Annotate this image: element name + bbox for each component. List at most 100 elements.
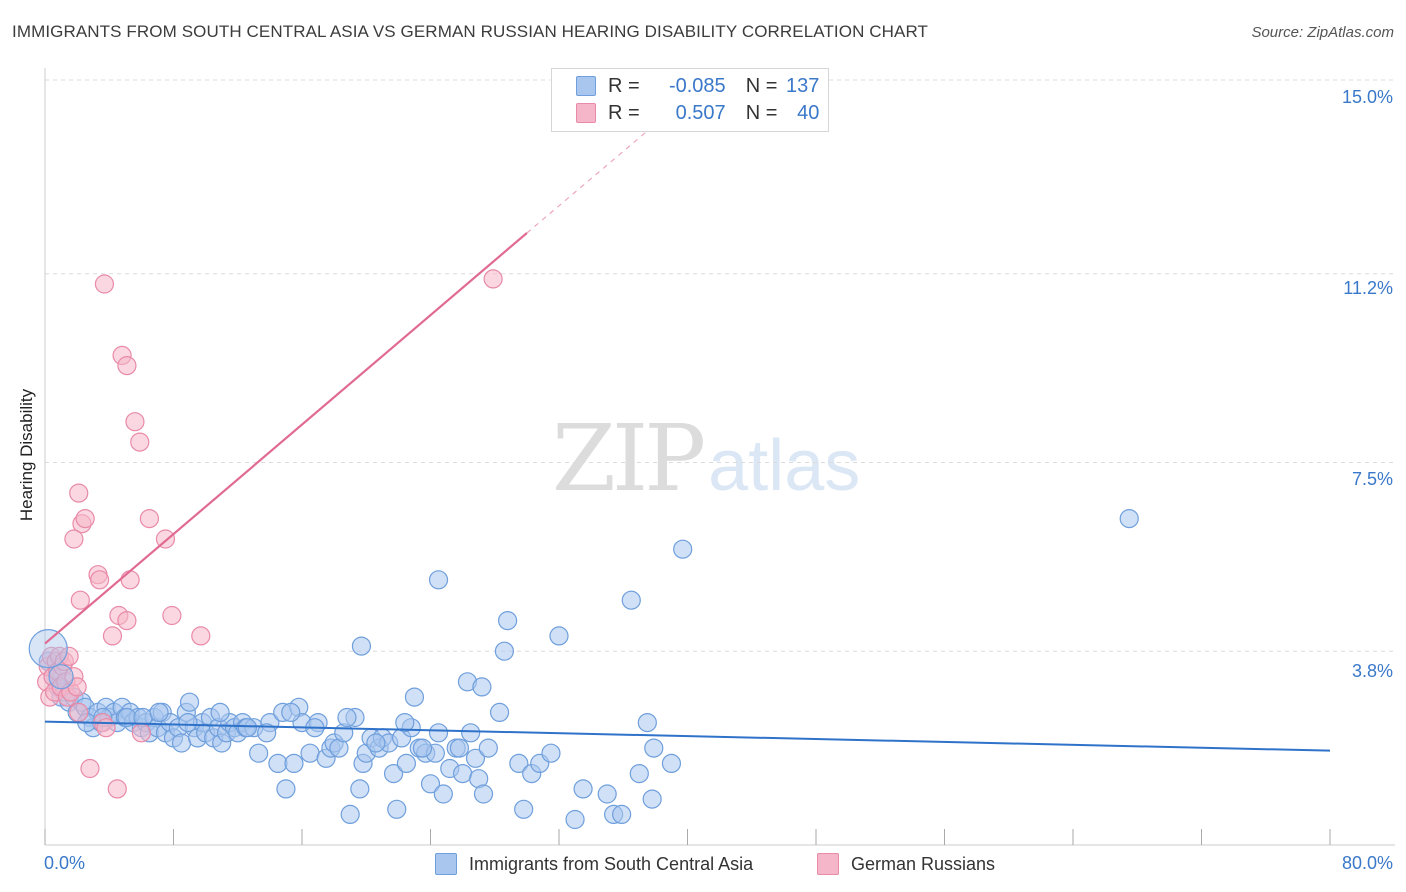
- data-point-german-russians: [483, 269, 503, 289]
- data-point-german-russians: [94, 274, 115, 294]
- data-point-south-central-asia: [28, 629, 68, 669]
- data-point-south-central-asia: [300, 743, 320, 763]
- trend-line-south-central-asia: [44, 720, 1331, 752]
- data-point-south-central-asia: [268, 753, 288, 774]
- data-point-south-central-asia: [473, 784, 494, 804]
- legend-r-value: -0.085: [668, 74, 726, 97]
- data-point-german-russians: [117, 356, 137, 376]
- data-point-german-russians: [117, 610, 137, 631]
- data-point-german-russians: [120, 570, 140, 590]
- data-point-south-central-asia: [629, 763, 649, 784]
- correlation-legend: R = -0.085 N = 137 R = 0.507 N = 40: [551, 68, 829, 132]
- legend-n-value: 40: [797, 101, 820, 124]
- bottom-legend-label: German Russians: [851, 853, 996, 874]
- legend-row-south-central-asia: R = -0.085 N = 137: [552, 73, 819, 99]
- data-point-german-russians: [191, 626, 211, 646]
- data-point-german-russians: [69, 702, 89, 723]
- data-point-german-russians: [162, 605, 182, 626]
- data-point-south-central-asia: [249, 743, 269, 763]
- data-point-south-central-asia: [404, 687, 425, 707]
- data-point-south-central-asia: [396, 753, 417, 774]
- legend-swatch-blue: [576, 76, 596, 96]
- legend-row-german-russians: R = 0.507 N = 40: [552, 100, 819, 126]
- data-point-south-central-asia: [257, 723, 277, 743]
- data-point-south-central-asia: [337, 707, 357, 728]
- data-point-south-central-asia: [573, 779, 593, 799]
- chart-title: IMMIGRANTS FROM SOUTH CENTRAL ASIA VS GE…: [12, 22, 929, 41]
- data-point-south-central-asia: [179, 692, 200, 712]
- source-credit: Source: ZipAtlas.com: [1251, 24, 1394, 41]
- data-point-south-central-asia: [433, 784, 453, 804]
- data-point-south-central-asia: [171, 733, 192, 753]
- data-point-south-central-asia: [621, 590, 641, 610]
- legend-r-label: R =: [608, 101, 640, 124]
- y-tick-label-7-5: 7.5%: [1351, 469, 1393, 489]
- x-tick-label-min: 0.0%: [44, 853, 86, 873]
- data-point-south-central-asia: [494, 641, 514, 661]
- data-point-south-central-asia: [541, 743, 561, 763]
- data-point-south-central-asia: [366, 733, 386, 753]
- data-point-south-central-asia: [472, 677, 492, 697]
- data-point-south-central-asia: [644, 738, 664, 758]
- data-point-south-central-asia: [465, 748, 486, 768]
- data-point-german-russians: [102, 626, 123, 646]
- data-point-south-central-asia: [276, 779, 296, 799]
- data-point-south-central-asia: [383, 763, 404, 784]
- data-point-south-central-asia: [642, 789, 662, 809]
- legend-r-value: 0.507: [675, 101, 726, 124]
- data-point-south-central-asia: [449, 738, 470, 758]
- data-point-south-central-asia: [178, 712, 198, 733]
- data-point-german-russians: [75, 508, 95, 529]
- bottom-legend-swatch-pink: [817, 853, 839, 875]
- data-point-german-russians: [69, 483, 89, 503]
- data-point-german-russians: [59, 646, 79, 666]
- data-point-south-central-asia: [661, 753, 682, 774]
- y-tick-label-3-8: 3.8%: [1351, 661, 1393, 681]
- legend-swatch-pink: [576, 103, 596, 123]
- data-point-german-russians: [64, 529, 84, 549]
- data-point-south-central-asia: [412, 738, 433, 758]
- data-point-german-russians: [131, 723, 151, 743]
- data-point-south-central-asia: [1119, 508, 1139, 529]
- data-point-south-central-asia: [612, 804, 632, 825]
- data-point-south-central-asia: [428, 570, 449, 590]
- data-point-south-central-asia: [498, 610, 518, 631]
- data-point-german-russians: [96, 718, 116, 738]
- bottom-legend-german-russians: German Russians: [817, 852, 995, 876]
- data-point-south-central-asia: [428, 723, 449, 743]
- legend-n-label: N =: [745, 74, 778, 97]
- data-point-south-central-asia: [281, 702, 301, 723]
- legend-r-label: R =: [608, 74, 640, 97]
- data-point-south-central-asia: [395, 712, 415, 733]
- data-point-south-central-asia: [597, 784, 617, 804]
- data-point-south-central-asia: [637, 712, 657, 733]
- legend-n-value: 137: [786, 74, 820, 97]
- data-point-south-central-asia: [48, 664, 74, 690]
- y-tick-label-11-2: 11.2%: [1343, 278, 1393, 298]
- data-point-german-russians: [90, 570, 110, 590]
- data-point-south-central-asia: [461, 723, 481, 743]
- data-point-south-central-asia: [489, 702, 510, 723]
- data-point-german-russians: [130, 432, 150, 452]
- data-point-south-central-asia: [565, 809, 585, 830]
- y-tick-label-15-0: 15.0%: [1341, 87, 1393, 107]
- data-point-german-russians: [107, 779, 127, 799]
- data-point-south-central-asia: [284, 753, 304, 774]
- data-point-south-central-asia: [149, 702, 169, 723]
- data-point-south-central-asia: [237, 718, 257, 738]
- data-point-south-central-asia: [673, 539, 693, 559]
- data-point-south-central-asia: [350, 779, 370, 799]
- data-point-german-russians: [125, 412, 145, 432]
- data-point-german-russians: [70, 590, 90, 610]
- data-point-south-central-asia: [210, 702, 230, 723]
- data-point-south-central-asia: [549, 626, 569, 646]
- legend-n-label: N =: [745, 101, 778, 124]
- data-point-german-russians: [80, 758, 100, 779]
- bottom-legend-label: Immigrants from South Central Asia: [469, 853, 754, 874]
- data-point-south-central-asia: [351, 636, 372, 656]
- bottom-legend-south-central-asia: Immigrants from South Central Asia: [435, 852, 753, 876]
- data-point-south-central-asia: [340, 804, 360, 825]
- data-point-german-russians: [139, 508, 160, 529]
- data-point-south-central-asia: [420, 774, 441, 794]
